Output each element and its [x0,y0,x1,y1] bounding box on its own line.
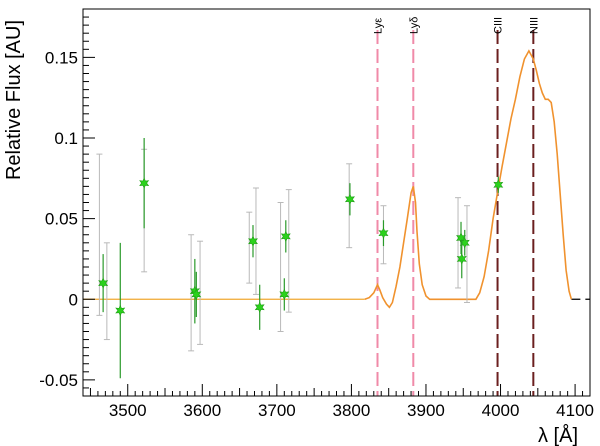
x-axis-title: λ [Å] [538,424,578,446]
data-point-5 [248,235,258,247]
data-point-13 [456,253,467,265]
data-point-7 [279,288,290,301]
spectral-line-label-3: NIII [528,17,540,34]
spectral-line-label-1: Lyδ [408,17,420,34]
spectral-line-label-0: Lyε [373,18,385,34]
x-tick-label-0: 3500 [109,401,147,420]
data-point-12 [459,237,470,249]
axes: 3500 3600 3700 3800 3900 4000 4100 -0.05 0 0.05 0.… [39,8,594,420]
spectral-line-label-2: CIII [493,17,505,34]
x-tick-label-2: 3700 [258,401,296,420]
y-tick-label-2: 0.05 [45,210,78,229]
y-tick-label-0: -0.05 [39,371,78,390]
data-point-14 [493,179,504,191]
y-tick-label-1: 0 [69,290,78,309]
data-point-10 [378,227,389,239]
y-tick-label-3: 0.1 [54,129,78,148]
x-tick-label-1: 3600 [183,401,221,420]
x-tick-label-5: 4000 [482,401,520,420]
y-axis-title: Relative Flux [AU] [3,20,25,180]
data-point-9 [344,193,355,206]
data-point-2 [139,177,150,189]
data-point-8 [280,230,291,243]
x-tick-label-3: 3800 [332,401,370,420]
plot-area: Lyε Lyδ CIII NIII [83,17,590,396]
x-tick-label-6: 4100 [556,401,594,420]
data-point-6 [254,301,265,314]
data-point-1 [115,304,126,317]
x-tick-label-4: 3900 [407,401,445,420]
y-tick-label-4: 0.15 [45,48,78,67]
model-spectrum-curve [364,49,573,309]
data-point-4 [191,288,202,301]
data-point-0 [98,277,109,289]
